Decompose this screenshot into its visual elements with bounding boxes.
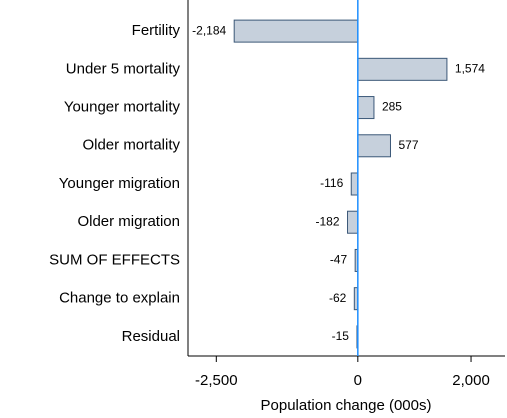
value-label: 577 [398,138,418,152]
y-tick-label: Younger mortality [64,99,181,116]
y-tick-label: Under 5 mortality [66,60,181,77]
x-axis-title: Population change (000s) [261,397,432,414]
bar [357,96,375,120]
value-label: -47 [330,253,348,267]
value-label: -116 [320,176,343,190]
value-label: 285 [382,100,402,114]
x-tick-label: 2,000 [452,372,490,389]
y-tick-label: Residual [122,328,180,345]
x-tick-label: 0 [354,372,362,389]
bar [357,57,448,81]
value-label: -62 [329,291,347,305]
y-tick-label: Change to explain [59,290,180,307]
value-label: 1,574 [455,62,485,76]
bar [233,19,359,43]
y-tick-label: Older mortality [82,137,180,154]
bar [357,134,391,158]
y-tick-label: SUM OF EFFECTS [49,251,180,268]
value-label: -182 [315,214,339,228]
bar [350,172,359,196]
value-label: -15 [332,329,350,343]
bar [347,210,359,234]
value-label: -2,184 [192,23,226,37]
y-tick-label: Older migration [77,213,180,230]
x-tick-label: -2,500 [195,372,238,389]
y-tick-label: Fertility [132,22,181,39]
y-tick-label: Younger migration [59,175,180,192]
